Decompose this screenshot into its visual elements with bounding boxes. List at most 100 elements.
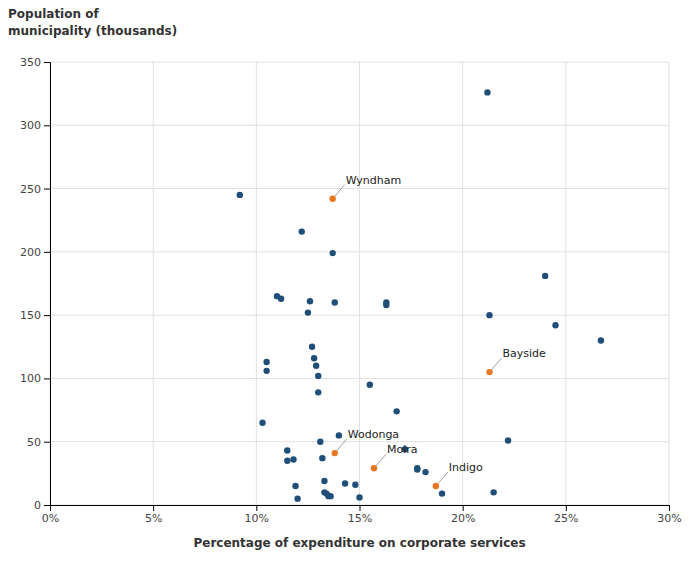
grid-line bbox=[50, 378, 669, 379]
tick-label: 15% bbox=[348, 512, 372, 525]
tick-label: 200 bbox=[20, 246, 41, 259]
chart-container: 0%5%10%15%20%25%30%050100150200250300350… bbox=[0, 0, 693, 561]
point bbox=[309, 344, 315, 350]
point bbox=[263, 368, 269, 374]
tick-label: 150 bbox=[20, 309, 41, 322]
tick-label: 50 bbox=[27, 436, 41, 449]
point bbox=[311, 355, 317, 361]
y-axis: 0 50 100 150 200 250 300 350 bbox=[20, 56, 51, 512]
tick-mark bbox=[44, 315, 50, 316]
tick-mark bbox=[44, 505, 50, 506]
point bbox=[299, 228, 305, 234]
grid-line bbox=[50, 188, 669, 189]
tick-label: 100 bbox=[20, 372, 41, 385]
tick-label: 25% bbox=[554, 512, 578, 525]
tick-mark bbox=[669, 505, 670, 511]
point bbox=[317, 439, 323, 445]
tick-label: 0% bbox=[42, 512, 59, 525]
annotation: Indigo bbox=[449, 461, 483, 474]
grid-line bbox=[565, 62, 566, 505]
tick-label: 10% bbox=[245, 512, 269, 525]
point bbox=[542, 273, 548, 279]
tick-label: 300 bbox=[20, 119, 41, 132]
grid-line bbox=[50, 62, 669, 63]
point bbox=[327, 493, 333, 499]
point bbox=[321, 478, 327, 484]
point bbox=[278, 295, 284, 301]
point bbox=[263, 359, 269, 365]
tick-label: 250 bbox=[20, 183, 41, 196]
point bbox=[552, 322, 558, 328]
tick: 30% bbox=[657, 505, 681, 525]
point bbox=[336, 432, 342, 438]
point bbox=[484, 89, 490, 95]
point bbox=[284, 447, 290, 453]
axis-line bbox=[51, 506, 670, 512]
point bbox=[383, 302, 389, 308]
plot-area: 0%5%10%15%20%25%30%050100150200250300350… bbox=[20, 56, 682, 525]
grid-line bbox=[50, 441, 669, 442]
point bbox=[414, 466, 420, 472]
point bbox=[319, 455, 325, 461]
tick: 250 bbox=[20, 183, 50, 196]
point bbox=[367, 382, 373, 388]
point bbox=[422, 469, 428, 475]
annotation: Bayside bbox=[502, 347, 546, 360]
tick-mark bbox=[44, 442, 50, 443]
point bbox=[294, 495, 300, 501]
tick: 10% bbox=[245, 505, 269, 525]
tick: 300 bbox=[20, 119, 50, 132]
y-label: Population ofmunicipality (thousands) bbox=[8, 7, 177, 38]
tick-mark bbox=[360, 505, 361, 511]
point bbox=[332, 450, 338, 456]
point bbox=[486, 369, 492, 375]
tick-mark bbox=[256, 505, 257, 511]
grid-line bbox=[50, 125, 669, 126]
point bbox=[290, 456, 296, 462]
point bbox=[307, 298, 313, 304]
tick-mark bbox=[44, 189, 50, 190]
grid-line bbox=[256, 62, 257, 505]
tick-label: 30% bbox=[657, 512, 681, 525]
grid-line bbox=[153, 62, 154, 505]
series bbox=[237, 89, 604, 502]
point bbox=[342, 480, 348, 486]
x-label: Percentage of expenditure on corporate s… bbox=[193, 536, 525, 550]
tick-mark bbox=[463, 505, 464, 511]
tick-mark bbox=[44, 62, 50, 63]
point bbox=[292, 483, 298, 489]
point bbox=[284, 458, 290, 464]
tick-mark bbox=[44, 378, 50, 379]
annotations: WyndhamWodongaMoiraIndigoBayside bbox=[346, 174, 546, 474]
annotation: Wyndham bbox=[346, 174, 402, 187]
tick-mark bbox=[153, 505, 154, 511]
tick: 350 bbox=[20, 56, 50, 69]
point bbox=[371, 465, 377, 471]
point bbox=[486, 312, 492, 318]
leader-lines bbox=[333, 185, 502, 486]
tick: 200 bbox=[20, 246, 50, 259]
point bbox=[315, 373, 321, 379]
tick: 0% bbox=[42, 505, 59, 525]
y-label-line: Population of bbox=[8, 7, 99, 21]
point bbox=[259, 420, 265, 426]
point bbox=[439, 490, 445, 496]
annotation: Wodonga bbox=[348, 428, 399, 441]
tick: 20% bbox=[451, 505, 475, 525]
point bbox=[356, 494, 362, 500]
point bbox=[237, 192, 243, 198]
point bbox=[315, 389, 321, 395]
point bbox=[313, 363, 319, 369]
tick: 25% bbox=[554, 505, 578, 525]
tick-mark bbox=[566, 505, 567, 511]
marks bbox=[237, 89, 604, 502]
grid-line bbox=[462, 62, 463, 505]
point bbox=[505, 437, 511, 443]
grid bbox=[50, 62, 669, 505]
series bbox=[329, 195, 492, 489]
tick-label: 0 bbox=[34, 499, 41, 512]
point bbox=[329, 195, 335, 201]
tick: 150 bbox=[20, 309, 50, 322]
point bbox=[332, 299, 338, 305]
point bbox=[393, 408, 399, 414]
